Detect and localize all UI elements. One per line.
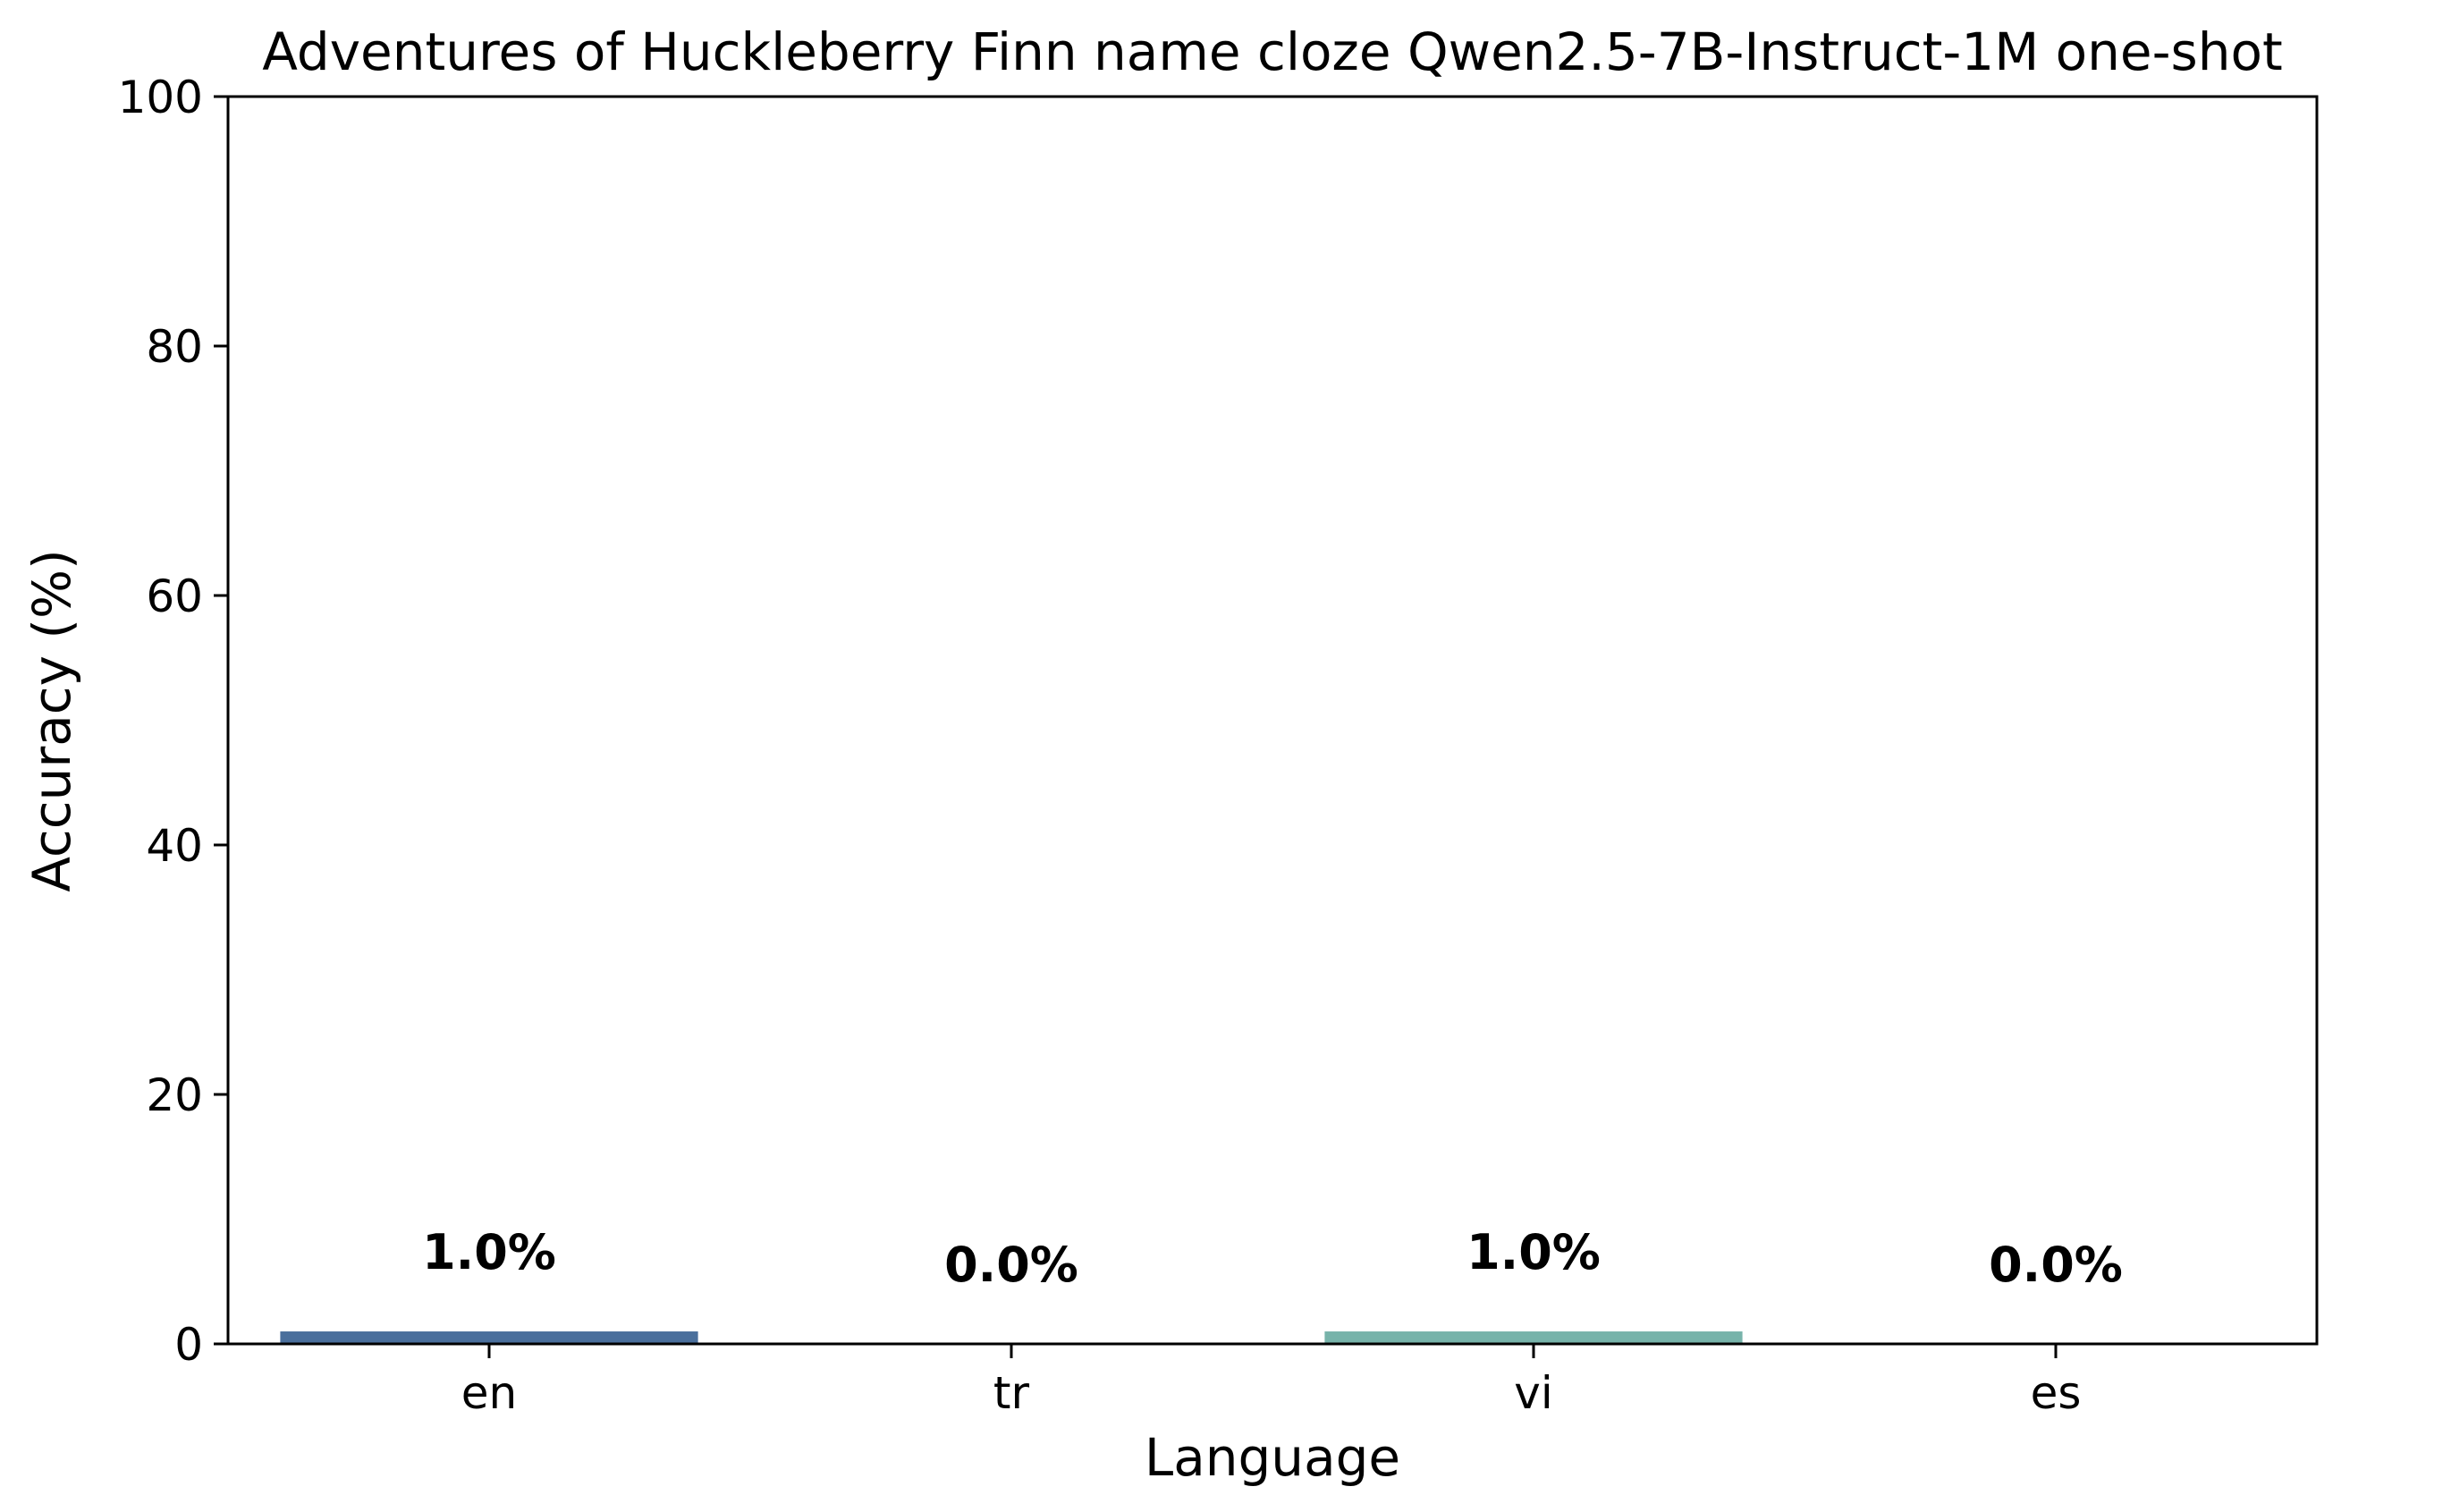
bar-value-labels: 1.0% 0.0% 1.0% 0.0% xyxy=(422,1224,2123,1293)
bar-value-label: 1.0% xyxy=(422,1224,556,1280)
x-tick-label: en xyxy=(461,1367,517,1419)
y-axis-ticks: 0 20 40 60 80 100 xyxy=(118,72,228,1371)
x-tick-label: vi xyxy=(1514,1367,1552,1419)
bar-value-label: 0.0% xyxy=(944,1237,1078,1293)
plot-frame xyxy=(226,95,2319,1346)
x-tick-label: tr xyxy=(993,1367,1030,1419)
y-tick-label: 60 xyxy=(146,570,203,622)
x-axis-label: Language xyxy=(1145,1427,1400,1488)
y-tick-label: 40 xyxy=(146,820,203,872)
y-tick-label: 100 xyxy=(118,72,203,123)
x-tick-label: es xyxy=(2031,1367,2082,1419)
bar-value-label: 0.0% xyxy=(1989,1237,2123,1293)
y-tick-label: 0 xyxy=(174,1319,203,1371)
chart-title: Adventures of Huckleberry Finn name cloz… xyxy=(262,21,2283,82)
y-tick-label: 80 xyxy=(146,321,203,373)
y-axis-label: Accuracy (%) xyxy=(21,549,82,892)
bars xyxy=(280,1331,1743,1344)
bar-value-label: 1.0% xyxy=(1466,1224,1601,1280)
bar-vi xyxy=(1324,1331,1743,1344)
bar-en xyxy=(280,1331,698,1344)
y-tick-label: 20 xyxy=(146,1069,203,1121)
x-axis-ticks: en tr vi es xyxy=(461,1344,2082,1419)
